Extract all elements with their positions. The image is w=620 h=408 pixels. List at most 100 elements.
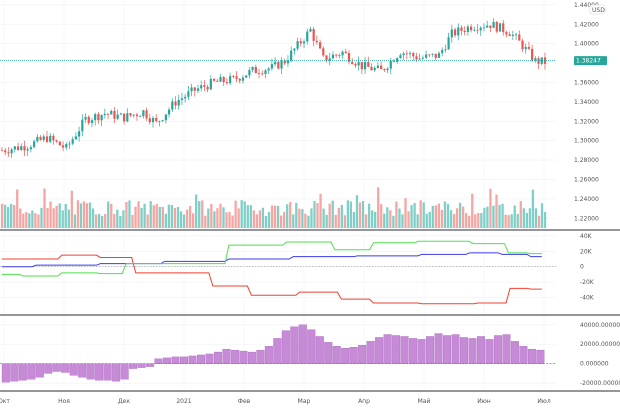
histogram-bar [137, 363, 146, 368]
candle-body [408, 53, 412, 55]
candles [0, 18, 547, 158]
cot-tick-label: 40K [580, 233, 593, 240]
candle-body [142, 110, 145, 117]
volume-bar [364, 214, 368, 228]
volume-bar [97, 213, 101, 228]
candle-body [296, 41, 299, 49]
histogram-bar [493, 335, 502, 364]
candle-body [145, 110, 148, 119]
volume-bar [334, 214, 337, 228]
volume-bar [195, 194, 198, 228]
candle-body [174, 101, 177, 106]
volume-bar [131, 214, 134, 228]
volume-bar [101, 215, 104, 228]
histogram-bar [290, 326, 299, 364]
candle-body [534, 58, 537, 61]
candle-body [151, 117, 155, 123]
time-tick-label: Июн [477, 398, 491, 405]
candle-body [257, 73, 261, 74]
volume-bar [234, 200, 237, 228]
volume-bar [522, 208, 525, 228]
volume-bar [349, 201, 353, 228]
volume-bar [179, 211, 183, 228]
candle-body [110, 110, 113, 115]
volume-bar [310, 208, 313, 228]
volume-bar [516, 213, 519, 228]
histogram-bar [52, 363, 61, 372]
candle-body [470, 26, 473, 31]
volume-bar [283, 211, 286, 228]
histogram-bar [383, 334, 392, 364]
candle-body [486, 25, 489, 28]
candle-body [495, 21, 498, 32]
candle-body [71, 139, 74, 144]
price-tick-label: 1.36000 [574, 79, 599, 86]
candle-body [502, 23, 505, 33]
candle-body [180, 98, 184, 100]
candle-body [4, 150, 7, 153]
cot-tick-label: -20K [580, 279, 595, 286]
volume-bar [510, 214, 513, 228]
volume-bar [498, 204, 501, 228]
candle-body [7, 152, 10, 154]
volume-bar [455, 208, 459, 228]
histogram-tick-label: 20000.000000 [580, 341, 620, 348]
volume-bar [286, 204, 289, 228]
candle-body [412, 53, 415, 57]
candle-body [119, 113, 122, 115]
volume-bar [261, 207, 265, 228]
panel-dividers [0, 229, 620, 392]
volume-bar [25, 212, 28, 228]
volume-bar [337, 207, 340, 228]
histogram-bar [519, 346, 528, 364]
volume-bar [228, 211, 231, 228]
histogram-bar [400, 336, 409, 364]
volume-bar [489, 188, 492, 228]
volume-bar [46, 207, 49, 228]
candle-body [261, 73, 264, 75]
histogram-bar [417, 339, 426, 364]
candle-body [274, 61, 277, 65]
volume-bar [0, 203, 4, 228]
volume-bar [188, 206, 192, 228]
time-tick-label: Мар [298, 398, 311, 405]
volume-bar [276, 205, 280, 228]
candle-body [196, 88, 200, 91]
volume-bar [513, 205, 516, 228]
candle-body [225, 82, 229, 84]
candle-body [164, 114, 167, 121]
histogram-bar [120, 363, 129, 380]
volume-bar [122, 210, 125, 228]
volume-bar [331, 200, 334, 228]
volume-bar [240, 200, 243, 228]
candle-body [425, 54, 428, 58]
volume-bar [295, 202, 298, 228]
volume-bar [13, 205, 16, 228]
volume-bar [452, 213, 456, 228]
histogram-bar [86, 363, 95, 380]
histogram-bar [129, 363, 138, 369]
candle-body [81, 119, 84, 132]
candle-body [505, 32, 508, 35]
histogram-tick-label: -20000.000000 [580, 380, 620, 387]
candle-body [370, 66, 373, 71]
candle-body [447, 37, 450, 50]
volume-bar [322, 208, 325, 228]
volume-bar [198, 201, 201, 228]
volume-bar [243, 201, 246, 228]
volume-bar [425, 213, 428, 228]
last-price-label: 1.38247 [574, 56, 607, 66]
candle-body [55, 140, 58, 142]
candle-body [466, 26, 469, 32]
volume-bar [301, 209, 304, 228]
volume-bar [146, 214, 149, 228]
candle-body [161, 120, 164, 122]
candle-body [229, 76, 232, 84]
volume-bar [94, 214, 98, 228]
histogram-bar [230, 349, 239, 364]
candle-body [65, 144, 68, 148]
candle-body [13, 146, 16, 150]
candle-body [29, 147, 33, 150]
volume-bar [134, 206, 137, 228]
